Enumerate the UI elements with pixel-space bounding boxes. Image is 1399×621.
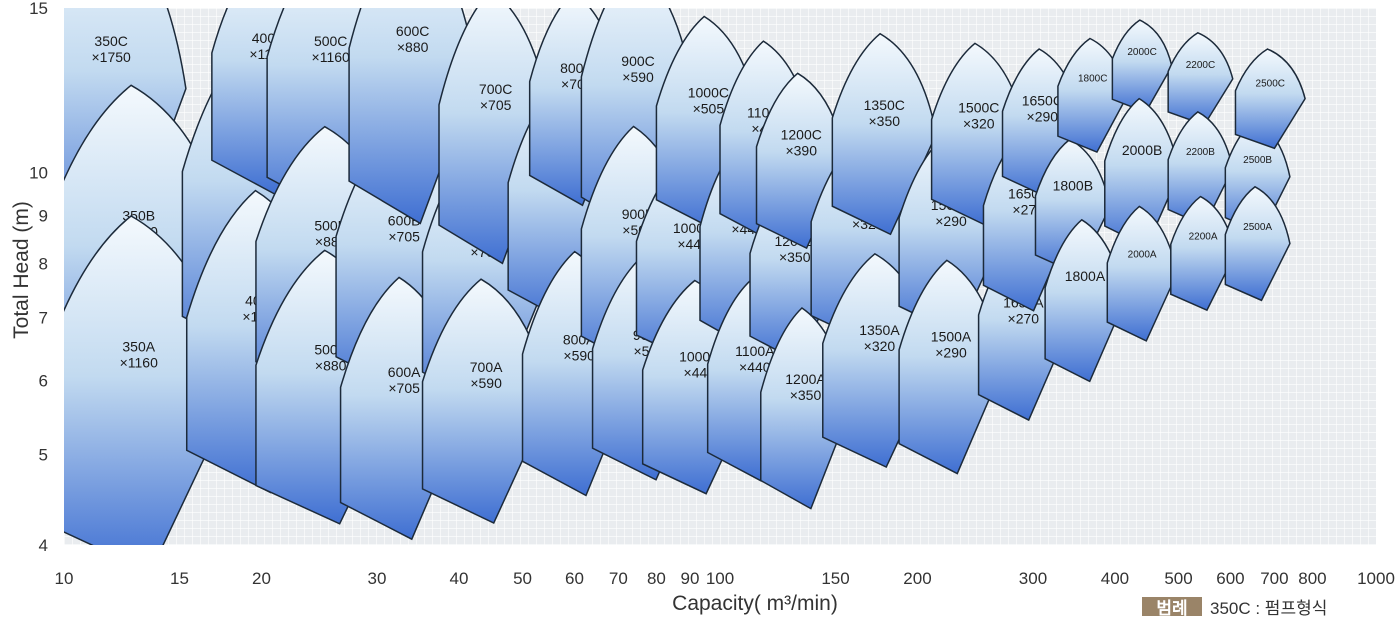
x-tick-label-12: 200 xyxy=(903,569,931,588)
region-1100a-model: 1100A xyxy=(735,343,775,359)
legend: 범례 350C : 펌프형식 xyxy=(1142,597,1327,621)
region-1100a-speed: ×440 xyxy=(739,359,771,375)
region-1200a-model: 1200A xyxy=(785,371,826,387)
region-600c-speed: ×880 xyxy=(397,39,429,55)
region-1500a-speed: ×290 xyxy=(935,344,967,360)
x-tick-label-1: 15 xyxy=(170,569,189,588)
region-2500b-model: 2500B xyxy=(1243,155,1272,166)
region-900c-model: 900C xyxy=(621,53,654,69)
region-1350c-speed: ×350 xyxy=(869,113,901,129)
region-1350a-model: 1350A xyxy=(859,322,900,338)
x-tick-label-18: 800 xyxy=(1298,569,1326,588)
region-500c-speed: ×1160 xyxy=(312,49,350,65)
region-2500a-shape xyxy=(1224,185,1291,302)
region-1500a: 1500A×290 xyxy=(898,259,1004,475)
region-700c-model: 700C xyxy=(479,81,512,97)
legend-text: 350C : 펌프형식 xyxy=(1210,599,1327,616)
x-tick-label-4: 40 xyxy=(449,569,468,588)
region-2200a-model: 2200A xyxy=(1189,232,1218,243)
x-tick-label-8: 80 xyxy=(647,569,666,588)
region-1500c-model: 1500C xyxy=(958,99,999,115)
x-tick-label-9: 90 xyxy=(681,569,700,588)
region-1200c-model: 1200C xyxy=(781,127,822,143)
region-2200c-shape xyxy=(1167,31,1234,126)
region-1000c-speed: ×505 xyxy=(693,100,725,116)
x-tick-label-16: 600 xyxy=(1216,569,1244,588)
y-tick-label-6: 10 xyxy=(29,164,48,183)
region-350c-model: 350C xyxy=(94,33,127,49)
x-tick-label-14: 400 xyxy=(1101,569,1129,588)
region-1800c-model: 1800C xyxy=(1078,74,1107,85)
region-700a-model: 700A xyxy=(470,359,503,375)
region-700a-speed: ×590 xyxy=(470,375,502,391)
region-1650c-speed: ×290 xyxy=(1027,108,1059,124)
region-1200c-speed: ×390 xyxy=(785,143,817,159)
y-tick-label-4: 8 xyxy=(39,254,48,273)
x-tick-label-11: 150 xyxy=(821,569,849,588)
region-600b-speed: ×705 xyxy=(388,229,420,245)
x-tick-label-0: 10 xyxy=(55,569,74,588)
region-2200c-model: 2200C xyxy=(1186,60,1215,71)
region-900c-speed: ×590 xyxy=(622,69,654,85)
region-1500b-speed: ×290 xyxy=(935,213,967,229)
region-2000b-model: 2000B xyxy=(1122,142,1162,158)
y-tick-label-1: 5 xyxy=(39,445,48,464)
region-2000c-model: 2000C xyxy=(1127,47,1156,58)
region-600a-speed: ×705 xyxy=(388,380,420,396)
region-1200a-speed: ×350 xyxy=(790,387,822,403)
region-2500c: 2500C xyxy=(1234,48,1306,150)
x-axis-title: Capacity( m³/min) xyxy=(672,592,838,615)
region-1800a-model: 1800A xyxy=(1065,268,1106,284)
region-1350c-model: 1350C xyxy=(864,97,905,113)
region-500c-model: 500C xyxy=(314,33,347,49)
legend-box-label: 범례 xyxy=(1156,599,1187,616)
region-600a-model: 600A xyxy=(388,364,421,380)
region-700c-speed: ×705 xyxy=(480,97,512,113)
region-500a-speed: ×880 xyxy=(315,357,347,373)
y-axis-title: Total Head (m) xyxy=(10,201,33,339)
region-1650a-speed: ×270 xyxy=(1008,311,1040,327)
region-1000c-model: 1000C xyxy=(688,84,729,100)
region-1800b-model: 1800B xyxy=(1053,177,1093,193)
region-2500a-model: 2500A xyxy=(1243,222,1272,233)
y-tick-label-5: 9 xyxy=(39,207,48,226)
region-350a-model: 350A xyxy=(122,338,155,354)
x-tick-label-7: 70 xyxy=(609,569,628,588)
y-tick-label-2: 6 xyxy=(39,371,48,390)
region-1650c-model: 1650C xyxy=(1022,92,1063,108)
x-tick-label-3: 30 xyxy=(368,569,387,588)
x-tick-label-17: 700 xyxy=(1260,569,1288,588)
region-2500c-model: 2500C xyxy=(1256,79,1285,90)
x-tick-label-19: 1000 xyxy=(1357,569,1395,588)
x-tick-label-5: 50 xyxy=(513,569,532,588)
region-2200c: 2200C xyxy=(1167,31,1234,126)
x-tick-label-15: 500 xyxy=(1164,569,1192,588)
region-700a: 700A×590 xyxy=(421,278,551,525)
x-tick-label-10: 100 xyxy=(706,569,734,588)
region-350c-speed: ×1750 xyxy=(91,49,131,65)
region-2000a-model: 2000A xyxy=(1128,250,1157,261)
x-tick-label-2: 20 xyxy=(252,569,271,588)
region-2500a: 2500A xyxy=(1224,185,1291,302)
y-tick-label-3: 7 xyxy=(39,309,48,328)
region-1800a: 1800A xyxy=(1044,218,1126,383)
region-2500c-shape xyxy=(1234,48,1306,150)
region-1200b-speed: ×350 xyxy=(779,249,811,265)
region-2000b: 2000B xyxy=(1104,97,1181,248)
region-800a-speed: ×590 xyxy=(563,347,595,363)
region-600c-model: 600C xyxy=(396,23,429,39)
x-tick-label-13: 300 xyxy=(1019,569,1047,588)
region-1500c-speed: ×320 xyxy=(963,115,995,131)
y-tick-label-7: 15 xyxy=(29,0,48,18)
region-1500a-model: 1500A xyxy=(931,328,972,344)
y-tick-label-0: 4 xyxy=(39,536,48,555)
x-tick-label-6: 60 xyxy=(565,569,584,588)
region-2200b-model: 2200B xyxy=(1186,147,1215,158)
region-1350a-speed: ×320 xyxy=(864,338,896,354)
region-600c: 600C×880 xyxy=(348,8,477,225)
region-350a-speed: ×1160 xyxy=(120,354,158,370)
